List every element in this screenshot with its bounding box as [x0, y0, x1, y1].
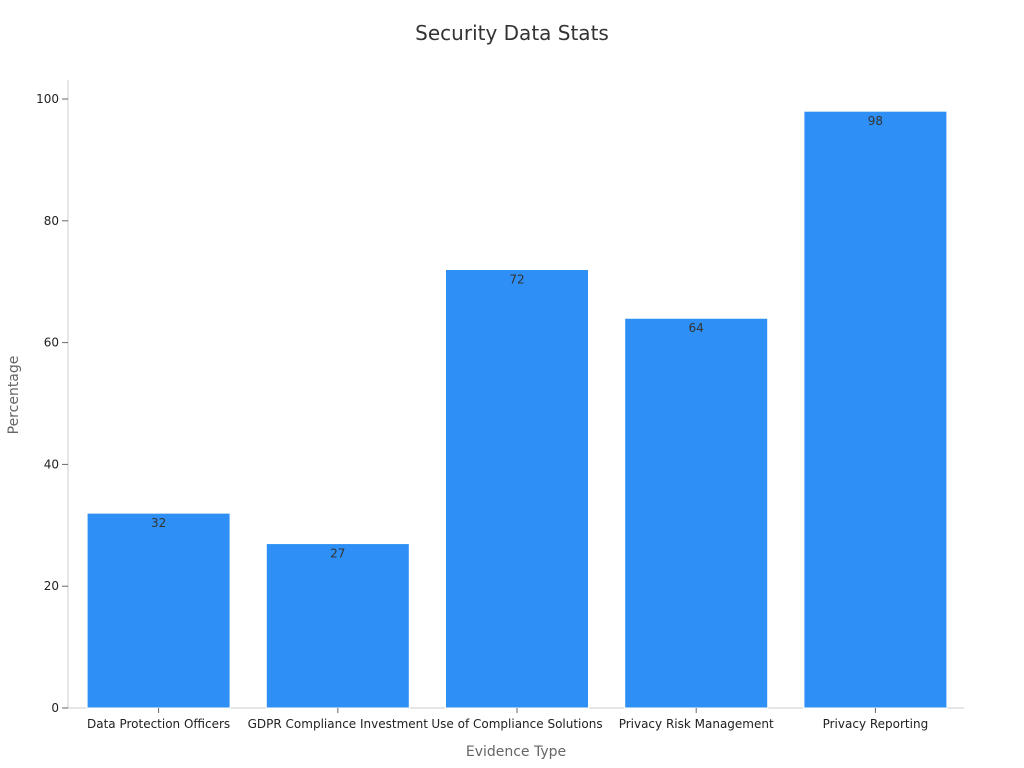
bar-data-label: 27: [330, 547, 345, 561]
y-tick-label: 100: [36, 92, 59, 106]
bar-data-label: 64: [689, 321, 704, 335]
y-tick-label: 80: [44, 214, 59, 228]
bar: [445, 269, 589, 709]
x-tick-label: Privacy Reporting: [823, 717, 929, 731]
bar: [265, 543, 410, 709]
bars-group: 32 27 72 64 98: [86, 110, 948, 709]
bar-data-label: 32: [151, 516, 166, 530]
y-axis-title: Percentage: [6, 356, 22, 435]
bar-data-label: 72: [509, 273, 524, 287]
y-tick-label: 20: [44, 579, 59, 593]
x-tick-label: Data Protection Officers: [87, 717, 230, 731]
bar-data-label: 98: [868, 114, 883, 128]
y-tick-label: 60: [44, 336, 59, 350]
y-tick-label: 40: [44, 457, 59, 471]
bar: [803, 110, 948, 709]
bar: [624, 317, 769, 709]
y-axis-ticks: 0 20 40 60 80 100: [36, 92, 68, 715]
bar: [86, 512, 231, 709]
x-axis-title: Evidence Type: [466, 744, 566, 760]
x-axis-ticks: Data Protection Officers GDPR Compliance …: [87, 708, 928, 731]
x-tick-label: Privacy Risk Management: [619, 717, 774, 731]
x-tick-label: Use of Compliance Solutions: [431, 717, 602, 731]
chart-title: Security Data Stats: [415, 21, 609, 45]
x-tick-label: GDPR Compliance Investment: [248, 717, 429, 731]
y-tick-label: 0: [51, 701, 59, 715]
